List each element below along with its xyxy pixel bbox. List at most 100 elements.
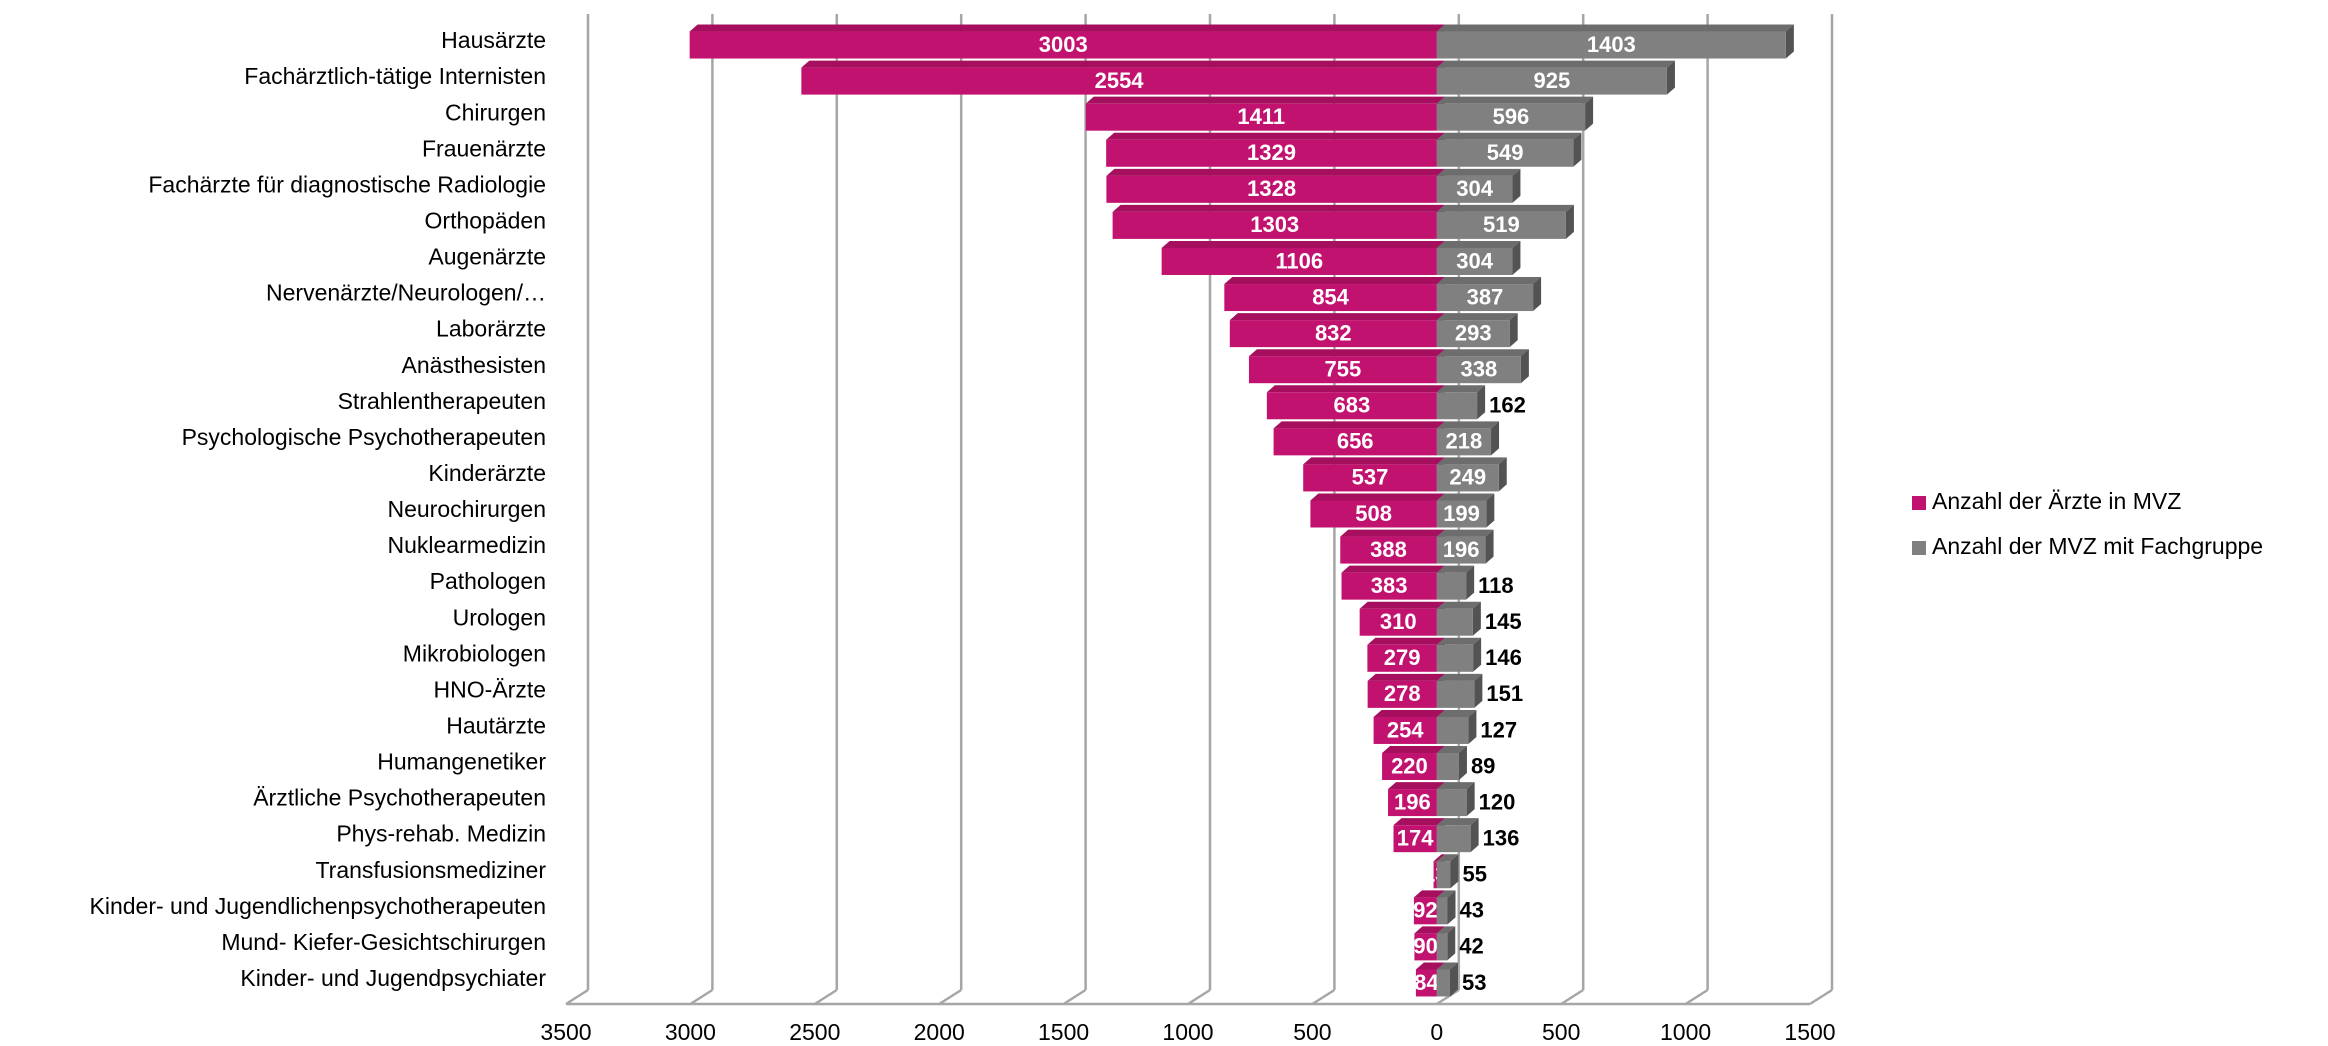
bar-face: [1436, 962, 1458, 970]
data-label: 293: [1455, 320, 1492, 345]
grid-foot: [814, 988, 838, 1006]
bar-face: [1415, 962, 1445, 970]
bar-face: [1436, 67, 1667, 95]
data-label: 656: [1337, 429, 1374, 454]
bar-face: [1106, 168, 1445, 176]
bar-face: [1106, 132, 1445, 140]
bar: [1436, 926, 1456, 961]
bar-face: [1470, 818, 1479, 853]
data-label: 596: [1493, 104, 1530, 129]
data-label: 1329: [1247, 140, 1296, 165]
bar-face: [1436, 536, 1486, 564]
data-label: 1106: [1275, 248, 1323, 273]
bar-face: [1436, 746, 1467, 754]
category-label: Kinder- und Jugendlichenpsychotherapeute…: [90, 893, 547, 919]
bar-face: [1565, 204, 1574, 239]
x-tick-label: 3000: [665, 1019, 716, 1045]
bar-face: [1436, 861, 1451, 889]
bar: [1224, 277, 1445, 312]
bar-face: [1447, 926, 1456, 961]
bar-face: [1473, 637, 1482, 672]
bar-face: [1367, 673, 1445, 681]
data-label: 254: [1387, 717, 1424, 742]
grid-foot: [1187, 988, 1211, 1006]
bar: [1436, 890, 1456, 925]
bar-face: [1436, 464, 1499, 492]
category-label: Laborärzte: [436, 316, 546, 342]
bar-face: [1436, 240, 1521, 248]
bar-face: [1436, 601, 1481, 609]
bar: [1436, 565, 1475, 600]
data-label: 683: [1333, 393, 1370, 418]
category-label: Orthopäden: [425, 207, 546, 233]
bar-face: [1436, 637, 1482, 645]
bar: [1367, 673, 1445, 708]
bar-face: [1229, 313, 1445, 321]
data-label: 519: [1483, 212, 1520, 237]
x-tick-label: 1000: [1162, 1019, 1213, 1045]
bar-face: [1248, 349, 1445, 357]
bar-face: [1436, 789, 1467, 817]
bar-face: [1436, 24, 1794, 32]
bar-face: [1303, 457, 1445, 465]
grid-foot: [1684, 988, 1709, 1006]
data-label: 388: [1370, 537, 1407, 562]
data-label: 53: [1462, 970, 1486, 995]
category-label: Pathologen: [430, 568, 546, 594]
data-label: 1328: [1247, 176, 1296, 201]
bar: [1436, 493, 1495, 528]
bar-face: [1310, 493, 1445, 501]
data-label: 508: [1355, 501, 1392, 526]
bar-face: [1436, 247, 1513, 275]
bar-face: [1367, 637, 1445, 645]
category-label: Anästhesisten: [402, 352, 546, 378]
bar-face: [1436, 457, 1507, 465]
bar-face: [1436, 175, 1513, 203]
data-label: 1303: [1250, 212, 1299, 237]
x-tick-label: 500: [1293, 1019, 1331, 1045]
bar-face: [1436, 709, 1477, 717]
category-label: Nuklearmedizin: [387, 532, 546, 558]
bar-face: [1273, 428, 1437, 456]
bar-face: [1436, 926, 1456, 934]
grid-foot: [1311, 988, 1336, 1006]
bar-face: [1388, 782, 1445, 790]
bar-face: [1393, 825, 1437, 853]
bar-face: [1436, 782, 1475, 790]
bar: [1436, 168, 1521, 203]
data-label: 43: [1459, 898, 1483, 923]
bar-face: [1477, 385, 1486, 420]
bar-face: [1382, 746, 1445, 754]
category-label: Phys-rehab. Medizin: [336, 821, 546, 847]
category-label: Hausärzte: [441, 27, 546, 53]
bar: [1436, 529, 1494, 564]
data-label: 162: [1489, 393, 1526, 418]
grid-foot: [1436, 988, 1460, 1006]
bar-face: [1340, 536, 1437, 564]
data-label: 925: [1534, 68, 1571, 93]
data-label: 92: [1413, 898, 1437, 923]
x-tick-label: 2500: [789, 1019, 840, 1045]
x-tick-label: 1500: [1038, 1019, 1089, 1045]
category-label: Frauenärzte: [422, 135, 546, 161]
data-label: 310: [1380, 609, 1417, 634]
grid-foot: [1809, 988, 1833, 1006]
bar-face: [1450, 854, 1459, 889]
bar-face: [1436, 428, 1492, 456]
data-label: 127: [1480, 717, 1517, 742]
bar-face: [1436, 96, 1594, 104]
data-label: 387: [1467, 284, 1504, 309]
category-label: Hautärzte: [446, 713, 546, 739]
grid-foot: [565, 988, 589, 1006]
bar-face: [1161, 247, 1437, 275]
category-label: Ärztliche Psychotherapeuten: [253, 785, 546, 811]
bar-face: [1466, 565, 1475, 600]
data-label: 383: [1371, 573, 1408, 598]
bar-face: [1436, 385, 1486, 393]
data-label: 854: [1312, 284, 1349, 309]
category-label: Mund- Kiefer-Gesichtschirurgen: [221, 929, 546, 955]
bar-face: [1436, 933, 1448, 961]
legend-label: Anzahl der MVZ mit Fachgruppe: [1932, 533, 2263, 559]
bar: [1359, 601, 1445, 636]
bar-face: [1303, 464, 1437, 492]
